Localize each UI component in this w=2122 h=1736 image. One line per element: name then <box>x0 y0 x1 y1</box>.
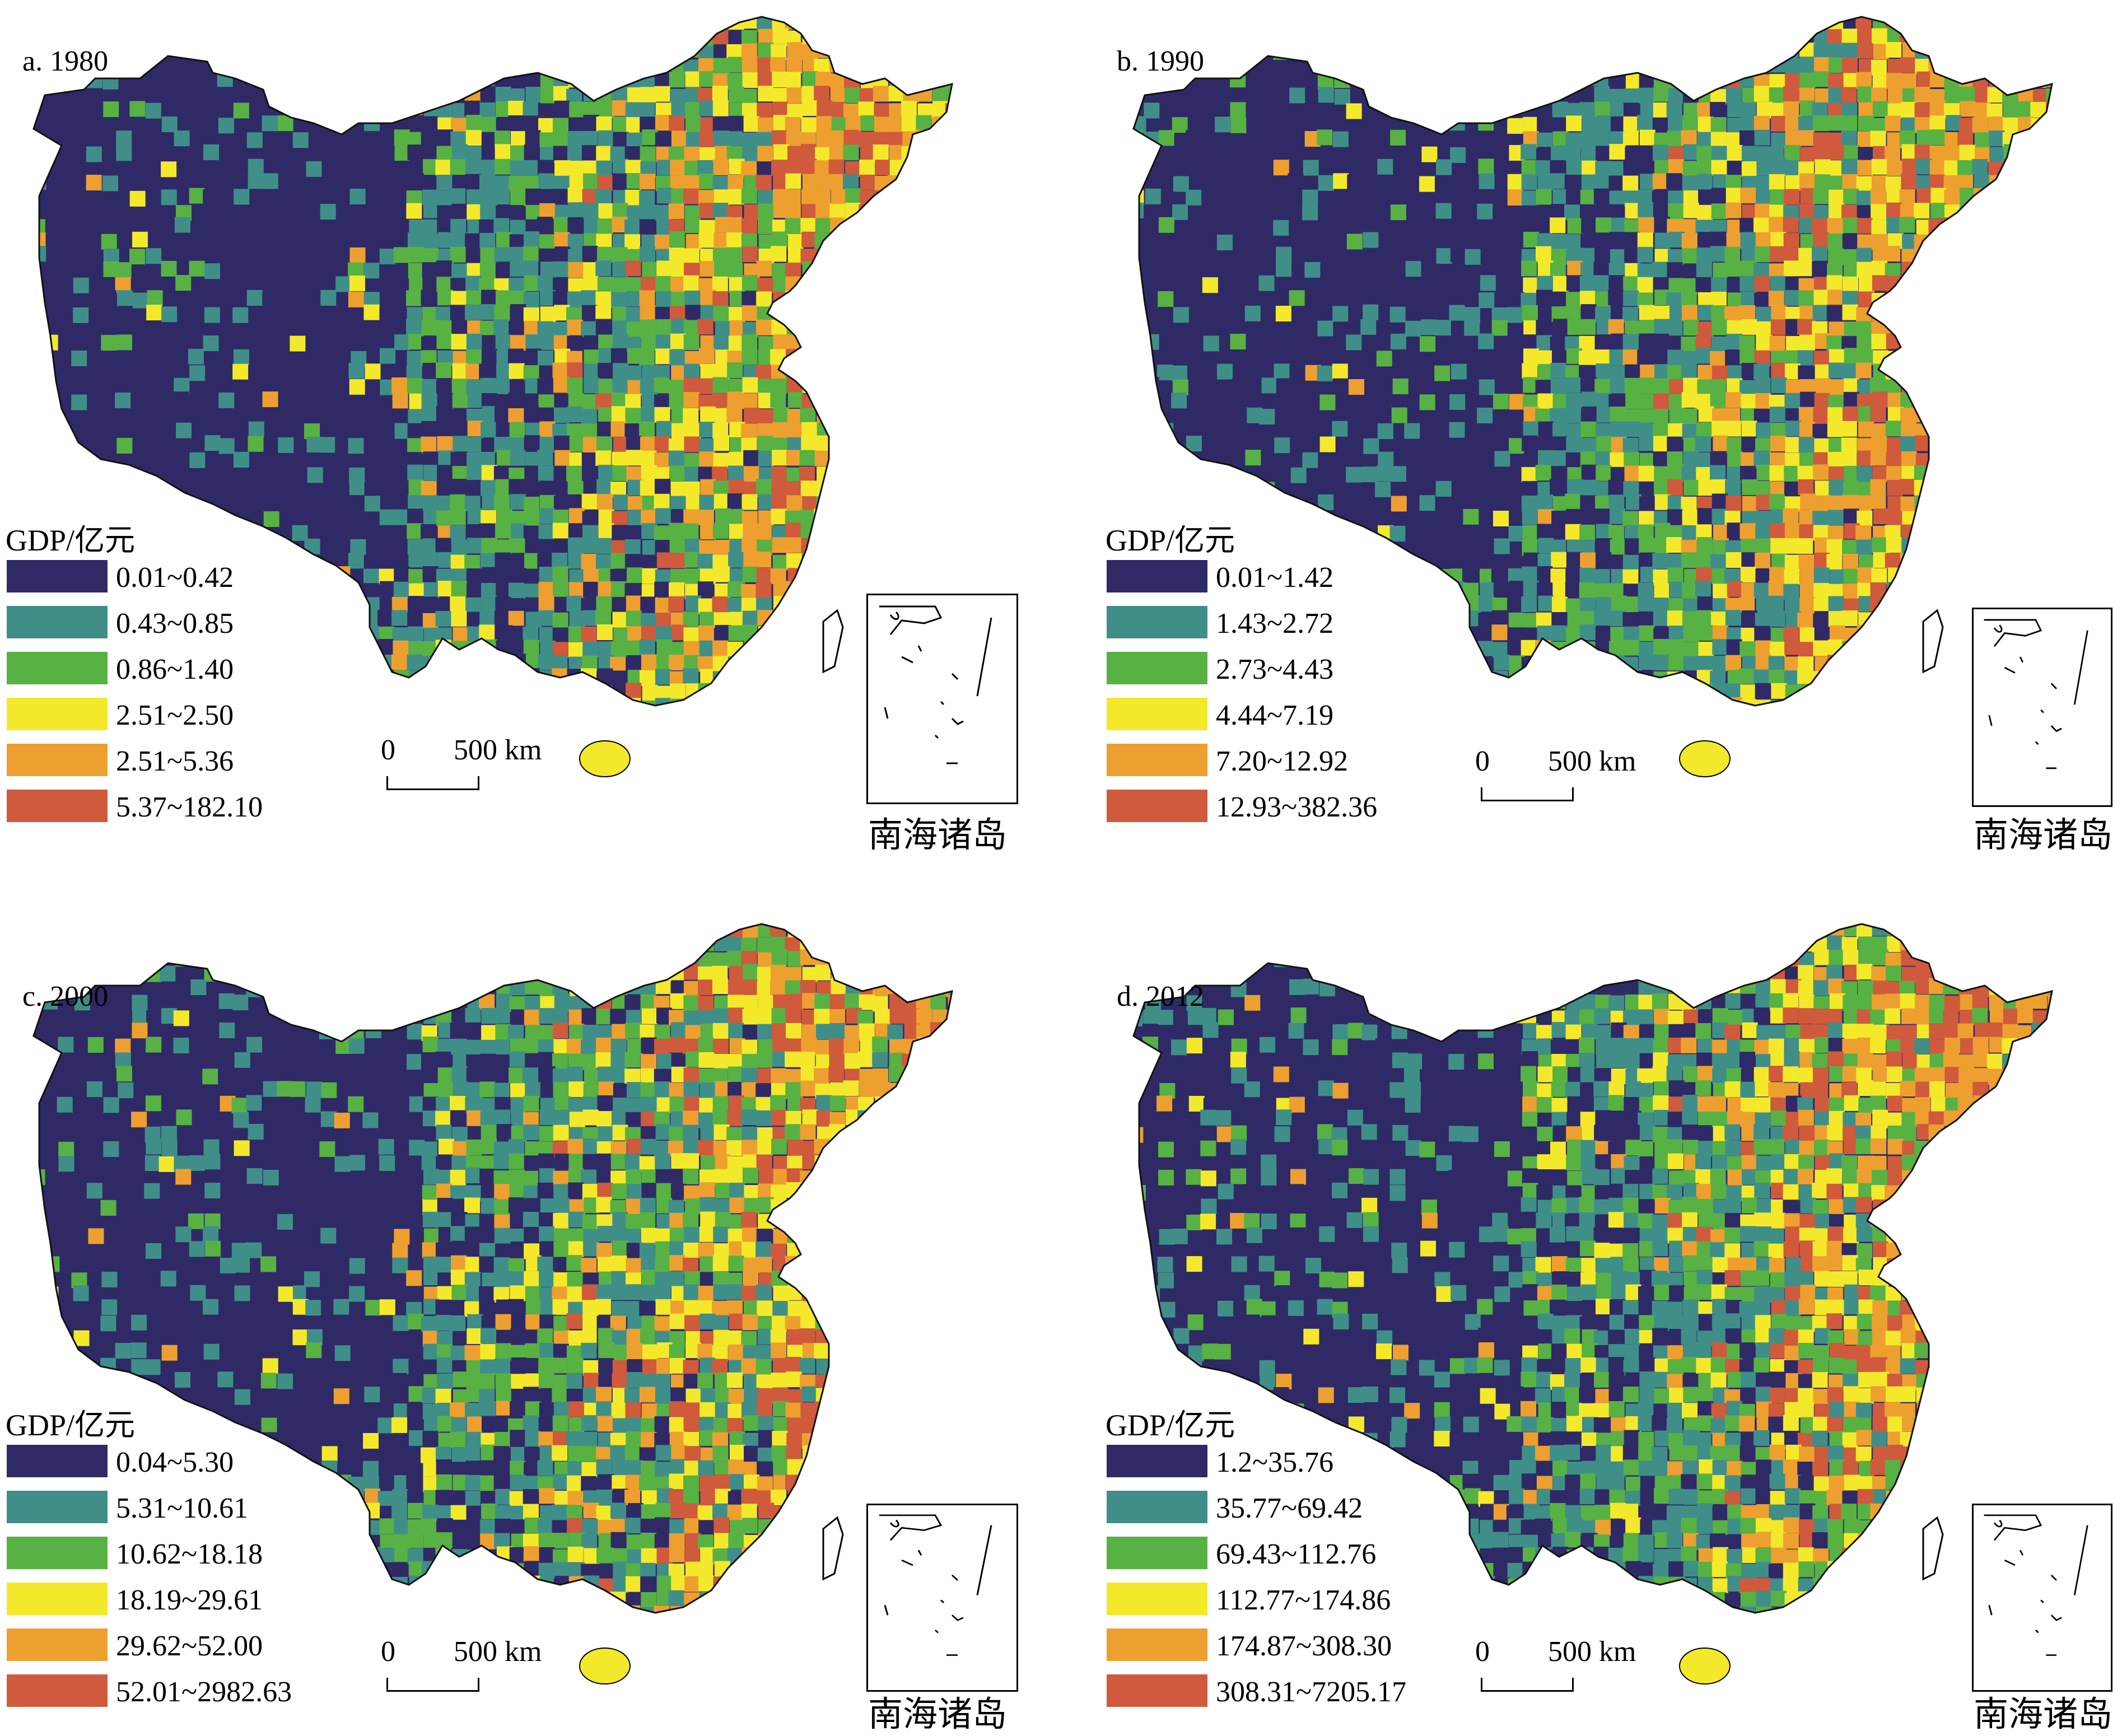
legend-label: 0.01~1.42 <box>1216 561 1333 594</box>
legend-swatch <box>7 1445 108 1477</box>
legend-swatch <box>7 1537 108 1569</box>
legend-label: 1.2~35.76 <box>1216 1446 1333 1479</box>
legend-label: 18.19~29.61 <box>116 1584 263 1617</box>
legend-swatch <box>1107 652 1207 684</box>
scale-line <box>1481 787 1574 801</box>
inset-coastline <box>1984 1515 2087 1655</box>
south-china-sea-inset <box>866 1504 1018 1692</box>
legend-swatch <box>7 698 108 730</box>
legend-swatch <box>1107 744 1207 776</box>
inset-coastline <box>879 1515 991 1655</box>
legend-title: GDP/亿元 <box>1106 515 1235 559</box>
legend-swatch <box>1107 698 1207 730</box>
legend-swatch <box>1107 1583 1207 1615</box>
legend-label: 4.44~7.19 <box>1216 699 1333 732</box>
legend-label: 2.51~2.50 <box>116 699 234 732</box>
panel-title: d. 2012 <box>1117 980 1204 1013</box>
inset-map <box>868 1505 1016 1690</box>
legend-swatch <box>1107 560 1207 592</box>
legend-swatch <box>1107 1445 1207 1477</box>
panel-title: c. 2000 <box>22 980 108 1013</box>
legend-label: 52.01~2982.63 <box>116 1676 292 1709</box>
legend-label: 5.37~182.10 <box>116 791 263 824</box>
legend-label: 0.04~5.30 <box>116 1446 234 1479</box>
panel-1990: b. 1990 GDP/亿元 0.01~1.42 1.43~2.72 2.73~… <box>1061 0 2121 862</box>
legend-label: 0.01~0.42 <box>116 561 234 594</box>
legend-title: GDP/亿元 <box>1106 1400 1235 1444</box>
taiwan-outline <box>823 610 843 672</box>
legend-label: 1.43~2.72 <box>1216 607 1333 640</box>
legend-swatch <box>1107 1537 1207 1569</box>
legend-label: 2.73~4.43 <box>1216 653 1333 686</box>
legend-title: GDP/亿元 <box>6 1400 135 1444</box>
inset-map <box>1974 1505 2111 1690</box>
legend-label: 69.43~112.76 <box>1216 1538 1376 1571</box>
scale-line <box>386 1678 479 1692</box>
scale-line <box>1481 1678 1574 1692</box>
panel-2012: d. 2012 GDP/亿元 1.2~35.76 35.77~69.42 69.… <box>1061 862 2121 1725</box>
legend-swatch <box>7 1583 108 1615</box>
legend-label: 308.31~7205.17 <box>1216 1676 1406 1709</box>
south-china-sea-inset <box>1972 608 2112 807</box>
legend-swatch <box>1107 1628 1207 1661</box>
legend-swatch <box>7 1628 108 1661</box>
legend-label: 7.20~12.92 <box>1216 745 1348 778</box>
legend-swatch <box>7 560 108 592</box>
south-china-sea-inset <box>866 594 1018 804</box>
scale-distance: 500 km <box>454 734 542 767</box>
legend-label: 29.62~52.00 <box>116 1630 263 1663</box>
legend-swatch <box>1107 606 1207 638</box>
legend-label: 112.77~174.86 <box>1216 1584 1391 1617</box>
inset-caption: 南海诸岛 <box>868 1686 1007 1736</box>
legend-swatch <box>1107 1674 1207 1707</box>
scale-zero: 0 <box>381 734 395 767</box>
inset-caption: 南海诸岛 <box>1974 806 2112 857</box>
panel-title: a. 1980 <box>22 45 108 78</box>
scale-distance: 500 km <box>1548 1635 1636 1668</box>
inset-coastline <box>879 606 991 763</box>
hainan-island <box>1680 1648 1730 1684</box>
scale-distance: 500 km <box>454 1635 542 1668</box>
legend-swatch <box>7 606 108 638</box>
taiwan-outline <box>823 1518 843 1579</box>
legend-swatch <box>7 1491 108 1523</box>
legend-swatch <box>7 652 108 684</box>
panel-1980: a. 1980 GDP/亿元 0.01~0.42 0.43~0.85 0.86~… <box>0 0 1061 862</box>
legend-swatch <box>1107 1491 1207 1523</box>
legend-label: 0.43~0.85 <box>116 607 234 640</box>
legend-swatch <box>7 744 108 776</box>
legend-label: 5.31~10.61 <box>116 1492 248 1525</box>
scale-zero: 0 <box>381 1635 395 1668</box>
inset-caption: 南海诸岛 <box>868 806 1007 857</box>
choropleth-map <box>1061 0 2121 862</box>
legend-label: 35.77~69.42 <box>1216 1492 1363 1525</box>
legend-label: 2.51~5.36 <box>116 745 234 778</box>
panel-2000: c. 2000 GDP/亿元 0.04~5.30 5.31~10.61 10.6… <box>0 862 1061 1725</box>
hainan-island <box>580 741 630 777</box>
legend-label: 174.87~308.30 <box>1216 1630 1392 1663</box>
legend-swatch <box>1107 790 1207 822</box>
inset-caption: 南海诸岛 <box>1974 1686 2112 1736</box>
panel-title: b. 1990 <box>1117 45 1204 78</box>
legend-label: 12.93~382.36 <box>1216 791 1377 824</box>
taiwan-outline <box>1923 1518 1943 1579</box>
hainan-island <box>1680 741 1730 777</box>
scale-distance: 500 km <box>1548 745 1636 778</box>
taiwan-outline <box>1923 610 1943 672</box>
legend-title: GDP/亿元 <box>6 515 135 559</box>
inset-map <box>1974 609 2111 805</box>
hainan-island <box>580 1648 630 1684</box>
inset-coastline <box>1984 620 2087 768</box>
inset-map <box>868 595 1016 802</box>
scale-line <box>386 776 479 790</box>
legend-swatch <box>7 790 108 822</box>
legend-label: 0.86~1.40 <box>116 653 234 686</box>
scale-zero: 0 <box>1475 745 1490 778</box>
south-china-sea-inset <box>1972 1504 2112 1692</box>
legend-label: 10.62~18.18 <box>116 1538 263 1571</box>
scale-zero: 0 <box>1475 1635 1490 1668</box>
legend-swatch <box>7 1674 108 1707</box>
